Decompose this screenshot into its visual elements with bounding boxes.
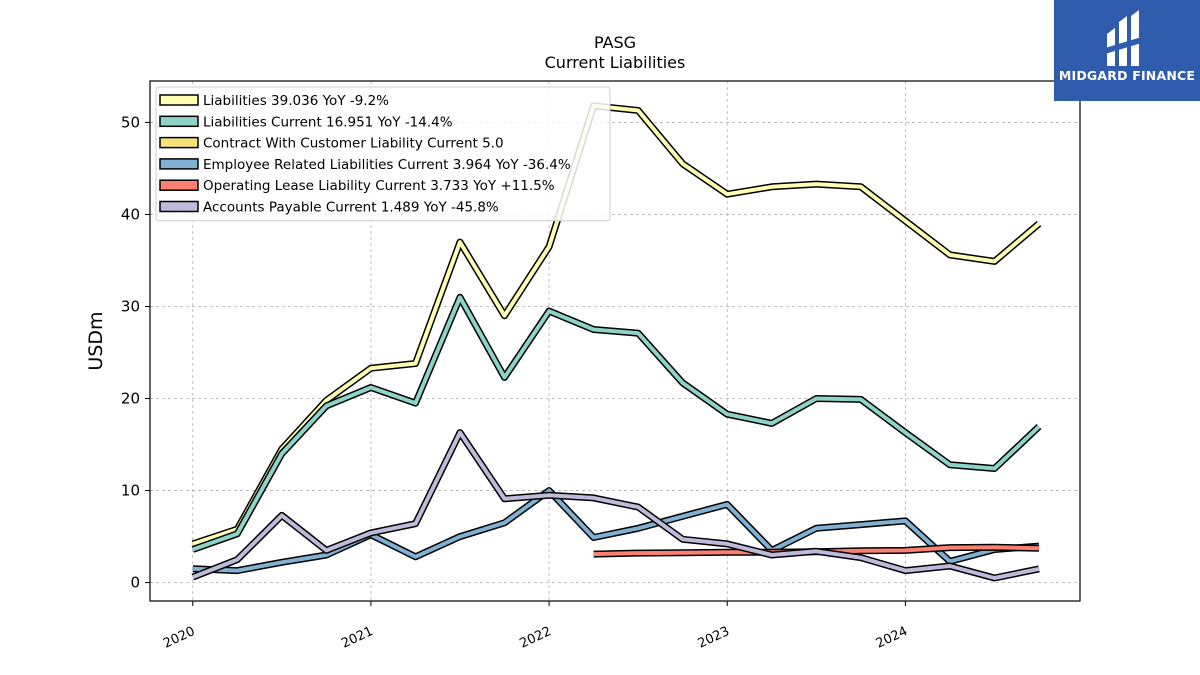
chart-subtitle: Current Liabilities [545,53,686,72]
legend-swatch [159,179,199,191]
series-line [192,103,1041,546]
legend-swatch [159,200,199,213]
midgard-logo-icon [1105,10,1145,66]
x-tick-label: 2024 [874,624,910,652]
legend-entry: Liabilities 39.036 YoY -9.2% [203,93,389,109]
x-tick-label: 2022 [517,624,553,652]
series-lines [191,102,1042,582]
plot-area [149,80,1081,602]
y-tick-label: 30 [121,297,140,315]
x-tick-label: 2020 [161,624,197,652]
legend-swatch [159,115,199,128]
chart-title: PASG [594,33,636,52]
legend-entry: Operating Lease Liability Current 3.733 … [203,178,555,194]
y-tick-label: 50 [121,113,140,131]
series-line [192,488,1040,573]
x-tick-label: 2023 [696,624,732,652]
legend-swatch [159,158,199,170]
brand-name: MIDGARD FINANCE [1058,68,1196,83]
y-axis-label: USDm [85,311,107,370]
x-tick-label: 2021 [339,624,375,652]
brand-logo: MIDGARD FINANCE [1054,0,1200,101]
legend-box [155,86,611,222]
y-tick-label: 0 [130,574,140,592]
legend-swatch [159,94,199,106]
legend: Liabilities 39.036 YoY -9.2% Liabilities … [155,86,611,222]
legend-entry: Liabilities Current 16.951 YoY -14.4% [203,114,453,130]
y-tick-label: 20 [121,390,140,408]
y-tick-label: 40 [121,205,140,223]
legend-entry: Contract With Customer Liability Current… [203,136,504,152]
series-outline [191,293,1042,553]
legend-swatch [159,136,199,149]
series-line [192,295,1041,552]
series-line [192,430,1040,580]
legend-entry: Accounts Payable Current 1.489 YoY -45.8… [203,200,499,216]
legend-entry: Employee Related Liabilities Current 3.9… [203,157,571,173]
y-tick-label: 10 [121,482,140,500]
